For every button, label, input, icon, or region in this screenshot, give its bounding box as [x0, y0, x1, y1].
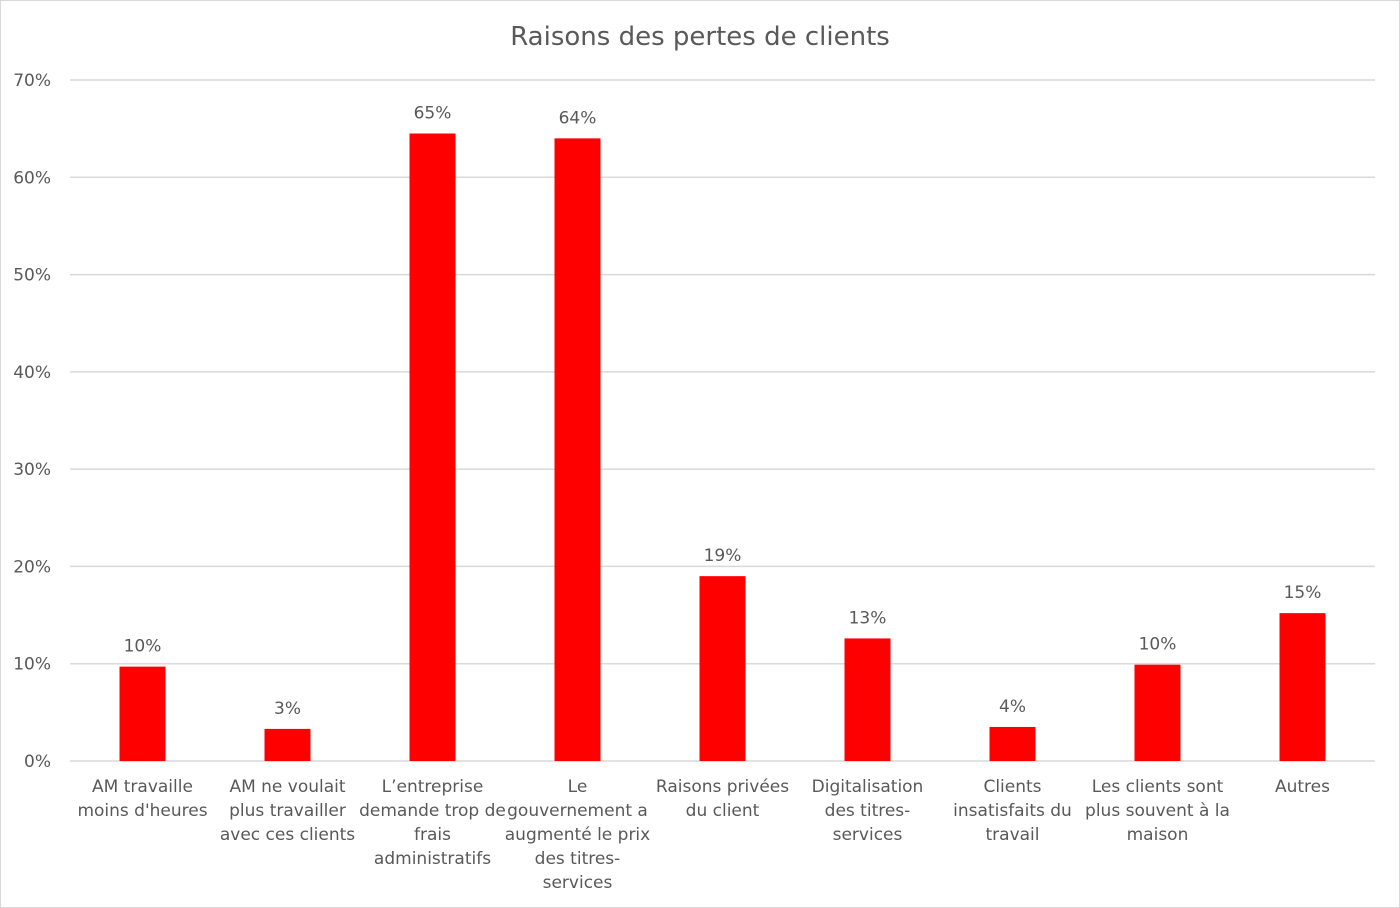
y-tick-label: 10%	[13, 655, 51, 675]
data-label: 15%	[1284, 583, 1322, 603]
data-label: 10%	[1139, 635, 1177, 655]
bar	[409, 133, 456, 761]
x-tick-label: Les clients sont plus souvent à la maison	[1085, 777, 1230, 845]
bar	[264, 728, 311, 761]
bar	[844, 638, 891, 761]
x-tick-label: Raisons privées du client	[656, 777, 789, 821]
x-tick-label: Le gouvernement a augmenté le prix des titr…	[505, 777, 650, 893]
y-tick-label: 40%	[13, 363, 51, 383]
data-label: 3%	[274, 699, 301, 719]
bar	[554, 138, 601, 761]
y-tick-label: 60%	[13, 168, 51, 188]
bar	[989, 726, 1036, 761]
x-tick-label: Clients insatisfaits du travail	[953, 777, 1072, 845]
y-tick-label: 30%	[13, 460, 51, 480]
x-tick-label: AM travaille moins d'heures	[77, 777, 207, 821]
x-tick-label: Digitalisation des titres-services	[812, 777, 924, 845]
data-label: 65%	[414, 104, 452, 124]
data-label: 10%	[124, 637, 162, 657]
data-label: 64%	[559, 108, 597, 128]
bar	[699, 576, 746, 761]
y-tick-label: 50%	[13, 266, 51, 286]
bar	[1134, 664, 1181, 761]
bar	[1279, 613, 1326, 761]
y-tick-label: 70%	[13, 71, 51, 91]
x-tick-label: L’entreprise demande trop de frais administ…	[359, 777, 506, 869]
x-tick-label: Autres	[1275, 777, 1330, 797]
data-label: 19%	[704, 546, 742, 566]
data-label: 13%	[849, 608, 887, 628]
y-tick-label: 20%	[13, 557, 51, 577]
chart-title: Raisons des pertes de clients	[510, 22, 890, 52]
y-tick-label: 0%	[24, 752, 51, 772]
data-label: 4%	[999, 697, 1026, 717]
x-tick-label: AM ne voulait plus travailler avec ces cli…	[220, 777, 355, 845]
bar	[119, 666, 166, 761]
